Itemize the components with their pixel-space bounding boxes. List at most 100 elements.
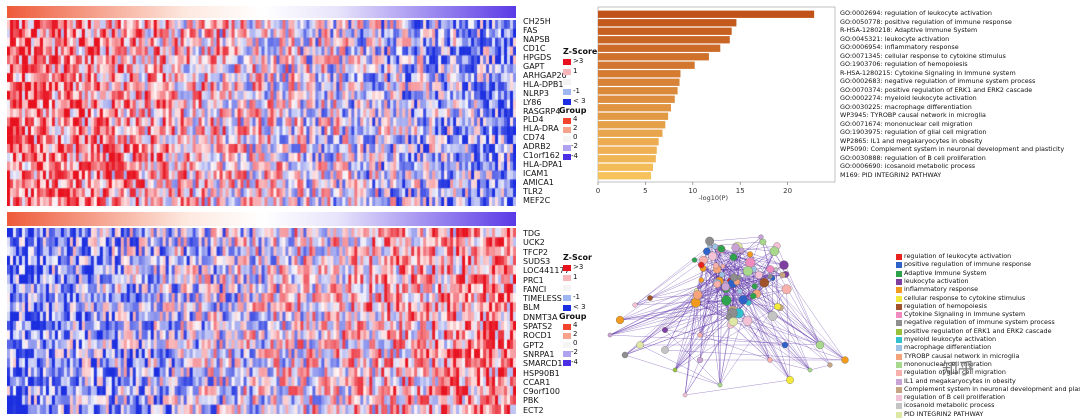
top-zscore-swatch-3 xyxy=(563,79,571,85)
network-legend-label: Complement system in neuronal developmen… xyxy=(904,385,1080,393)
bar xyxy=(598,138,659,145)
bar-term-label: GO:0070374: positive regulation of ERK1 … xyxy=(840,86,1032,94)
network-legend-label: regulation of B cell proliferation xyxy=(904,393,1005,401)
top-gene-label: NLRP3 xyxy=(523,89,549,98)
bottom-gene-label: FANCI xyxy=(523,285,546,294)
bar-term-label: GO:0030888: regulation of B cell prolife… xyxy=(840,154,986,162)
x-tick-label: 20 xyxy=(783,187,792,195)
bar-term-label: GO:0002274: myeloid leukocyte activation xyxy=(840,94,977,102)
network-legend-label: positive regulation of immune response xyxy=(904,260,1031,268)
network-legend-swatch xyxy=(896,395,902,401)
bottom-gene-label: ROCD1 xyxy=(523,331,552,340)
network-legend-label: Adaptive Immune System xyxy=(904,269,987,277)
bar-term-label: GO:0002683: negative regulation of immun… xyxy=(840,77,1035,85)
bar xyxy=(598,62,695,69)
bottom-group-label-3: 0 xyxy=(573,339,577,347)
bottom-gene-label: SUDS3 xyxy=(523,257,550,266)
bottom-gene-label: GPT2 xyxy=(523,341,544,350)
top-group-bar xyxy=(7,6,516,18)
top-group-label-5: -4 xyxy=(571,152,578,160)
bottom-gene-label: CCAR1 xyxy=(523,378,550,387)
bottom-gene-label: SPATS2 xyxy=(523,322,552,331)
bar xyxy=(598,70,680,77)
network-legend-swatch xyxy=(896,262,902,268)
network-legend-swatch xyxy=(896,271,902,277)
network-legend-swatch xyxy=(896,403,902,409)
bar-term-label: GO:0002694: regulation of leukocyte acti… xyxy=(840,9,992,17)
network-legend-label: myeloid leukocyte activation xyxy=(904,335,996,343)
bottom-gene-label: PRC1 xyxy=(523,276,544,285)
bar-term-label: WP5090: Complement system in neuronal de… xyxy=(840,145,1064,153)
bar xyxy=(598,155,656,162)
x-tick-label: 5 xyxy=(643,187,647,195)
bottom-gene-label: SMARCD1 xyxy=(523,359,562,368)
top-zscore-swatch-4 xyxy=(563,89,571,95)
network-legend-swatch xyxy=(896,329,902,335)
top-gene-label: FAS xyxy=(523,26,537,35)
bottom-zscore-swatch-4 xyxy=(563,295,571,301)
top-gene-label: HLA-DRA xyxy=(523,124,559,133)
bottom-group-swatch-1 xyxy=(563,324,571,330)
bottom-zscore-swatch-1 xyxy=(563,265,571,271)
bar-term-label: GO:0030225: macrophage differentiation xyxy=(840,103,972,111)
bar xyxy=(598,87,678,94)
network-legend-label: negative regulation of immune system pro… xyxy=(904,318,1055,326)
top-zscore-label-2: 1 xyxy=(573,67,577,75)
network-legend-swatch xyxy=(896,370,902,376)
top-gene-label: NAPSB xyxy=(523,35,550,44)
top-group-swatch-2 xyxy=(563,127,571,133)
bar xyxy=(598,96,675,103)
top-group-swatch-3 xyxy=(563,136,571,142)
bar-term-label: R-HSA-1280218: Adaptive Immune System xyxy=(840,26,977,34)
bar-term-label: GO:1903706: regulation of hemopoiesis xyxy=(840,60,968,68)
bottom-gene-label: DNMT3A xyxy=(523,313,558,322)
network-legend-swatch xyxy=(896,312,902,318)
top-gene-label: ARHGAP20 xyxy=(523,71,567,80)
bottom-heatmap-canvas xyxy=(7,228,516,414)
bottom-gene-label: UCK2 xyxy=(523,238,545,247)
bottom-zscore-label-3: -1 xyxy=(573,293,580,301)
top-gene-label: MEF2C xyxy=(523,196,550,205)
bar-term-label: GO:0050778: positive regulation of immun… xyxy=(840,18,1012,26)
bar xyxy=(598,36,730,43)
bottom-gene-label: PBK xyxy=(523,396,539,405)
top-gene-label: CD1C xyxy=(523,44,545,53)
bar-term-label: WP2865: IL1 and megakaryocytes in obesit… xyxy=(840,137,982,145)
network-legend-label: regulation of leukocyte activation xyxy=(904,252,1011,260)
top-gene-label: LY86 xyxy=(523,98,541,107)
watermark: 知乎 xyxy=(942,355,974,379)
top-group-label-1: 4 xyxy=(573,115,577,123)
bar xyxy=(598,104,671,111)
bar xyxy=(598,28,732,35)
bar-term-label: GO:1903975: regulation of glial cell mig… xyxy=(840,128,987,136)
bottom-group-bar xyxy=(7,212,516,226)
bottom-zscore-swatch-5 xyxy=(563,305,571,311)
network-legend-label: inflammatory response xyxy=(904,285,978,293)
network-legend-swatch xyxy=(896,354,902,360)
bar-term-label: GO:0006690: icosanoid metabolic process xyxy=(840,162,975,170)
top-heatmap-canvas xyxy=(7,20,516,206)
top-gene-label: AMICA1 xyxy=(523,178,554,187)
bar-term-label: WP3945: TYROBP causal network in microgl… xyxy=(840,111,986,119)
bottom-zscore-swatch-3 xyxy=(563,285,571,291)
x-tick-label: 10 xyxy=(688,187,697,195)
bottom-zscore-label-2: 1 xyxy=(573,273,577,281)
network-legend-swatch xyxy=(896,279,902,285)
bottom-gene-label: TDG xyxy=(523,229,540,238)
top-gene-label: RASGRP4 xyxy=(523,107,560,116)
top-gene-label: HPGDS xyxy=(523,53,551,62)
network-legend-swatch xyxy=(896,254,902,260)
bottom-group-label-4: -2 xyxy=(571,348,578,356)
bottom-zscore-swatch-2 xyxy=(563,275,571,281)
network-legend-swatch xyxy=(896,362,902,368)
bar xyxy=(598,11,814,18)
top-group-label-4: -2 xyxy=(571,142,578,150)
network-legend-label: cellular response to cytokine stimulus xyxy=(904,294,1025,302)
bar xyxy=(598,130,662,137)
top-gene-label: PLD4 xyxy=(523,115,544,124)
bottom-gene-label: SNRPA1 xyxy=(523,350,555,359)
